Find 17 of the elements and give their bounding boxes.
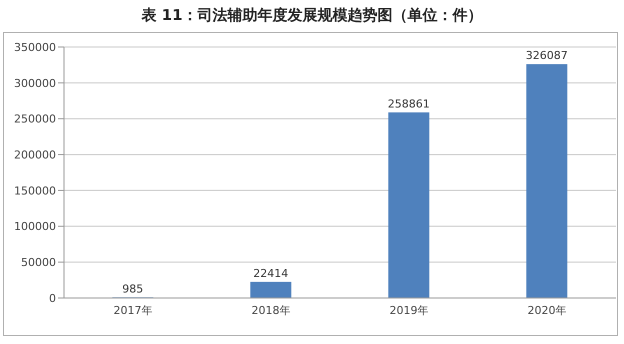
y-tick-label: 150000 — [14, 184, 56, 198]
data-label: 258861 — [388, 97, 430, 110]
x-tick-label: 2019年 — [390, 304, 428, 317]
x-tick-label: 2017年 — [114, 304, 152, 317]
data-label: 326087 — [526, 49, 568, 62]
x-tick-label: 2020年 — [528, 304, 566, 317]
y-tick-label: 100000 — [14, 220, 56, 234]
y-tick-label: 300000 — [14, 76, 56, 90]
data-label: 22414 — [253, 266, 288, 280]
y-tick-label: 0 — [49, 292, 56, 305]
y-tick-label: 350000 — [14, 40, 56, 54]
y-tick-label: 50000 — [21, 256, 56, 270]
chart-title: 表 11：司法辅助年度发展规模趋势图（单位：件） — [140, 6, 484, 25]
y-tick-label: 250000 — [14, 112, 56, 126]
data-label: 985 — [122, 282, 144, 296]
y-tick-label: 200000 — [14, 148, 56, 162]
x-tick-label: 2018年 — [252, 304, 290, 317]
